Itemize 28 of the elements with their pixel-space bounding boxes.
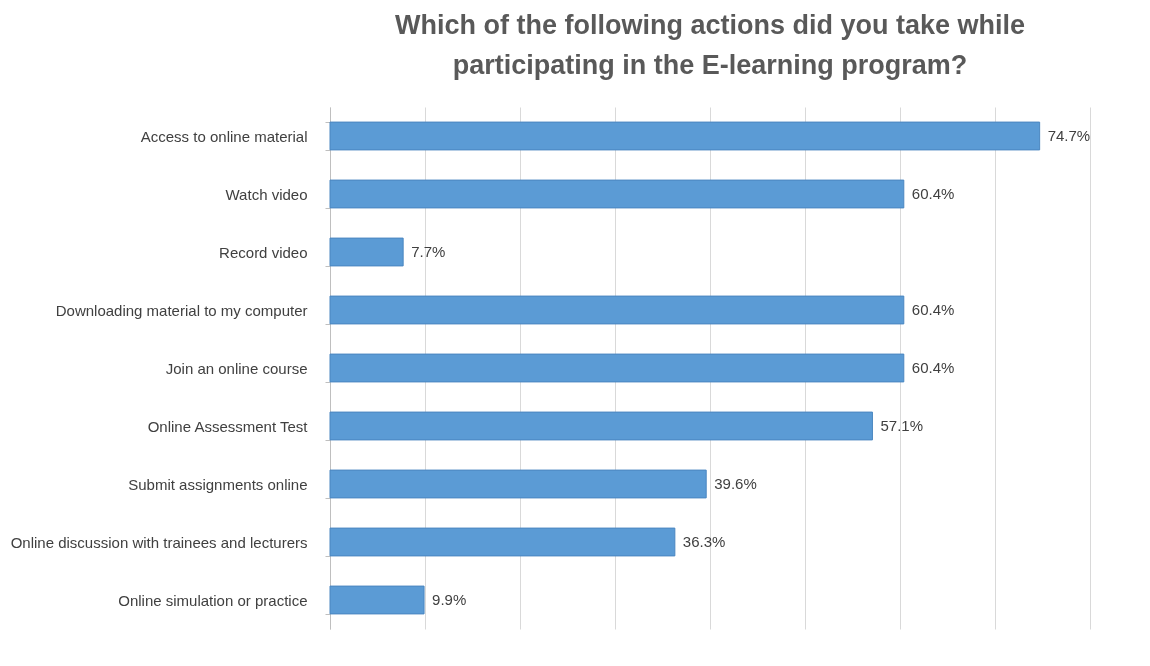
data-label: 57.1% [880, 417, 923, 434]
y-tick-label: Online simulation or practice [118, 591, 308, 609]
bar [329, 527, 676, 557]
y-tick-label: Downloading material to my computer [55, 301, 308, 319]
data-label: 60.4% [911, 301, 955, 318]
chart-title: Which of the following actions did you take while participating in the E-learning program? [394, 10, 1026, 80]
bar [329, 295, 905, 325]
bar [329, 469, 707, 499]
bar [329, 121, 1041, 151]
data-label: 39.6% [714, 475, 757, 492]
bar [329, 179, 905, 209]
data-label: 60.4% [911, 185, 955, 202]
data-label: 74.7% [1047, 127, 1091, 144]
bar [329, 585, 425, 615]
bar [329, 353, 905, 383]
y-tick-label: Watch video [225, 185, 308, 203]
bar [329, 411, 873, 441]
y-tick-label: Online Assessment Test [147, 417, 309, 435]
data-label: 60.4% [911, 359, 955, 376]
bar [329, 237, 404, 267]
data-label: 9.9% [432, 591, 467, 608]
y-tick-label: Record video [219, 243, 308, 261]
y-tick-label: Submit assignments online [128, 475, 308, 493]
data-label: 36.3% [682, 533, 726, 550]
y-tick-label: Online discussion with trainees and lecturers [10, 533, 308, 551]
data-label: 7.7% [411, 243, 446, 260]
y-tick-label: Join an online course [165, 359, 308, 377]
y-tick-label: Access to online material [140, 127, 308, 145]
